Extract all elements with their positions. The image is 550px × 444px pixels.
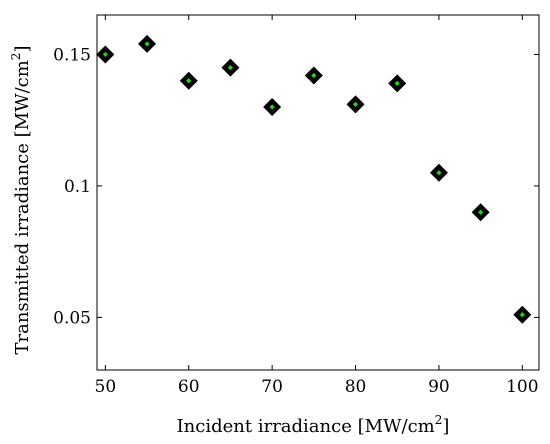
y-tick-label: 0.15 xyxy=(53,45,91,65)
point-marker-center xyxy=(186,78,192,84)
data-point xyxy=(304,66,323,85)
data-point xyxy=(429,163,448,182)
y-axis-label: Transmitted irradiance [MW/cm2] xyxy=(9,46,33,355)
x-tick-label: 100 xyxy=(506,377,538,397)
data-point xyxy=(263,98,282,117)
point-marker-center xyxy=(436,170,442,176)
point-marker-center xyxy=(269,104,275,110)
point-marker-center xyxy=(144,41,150,47)
data-point xyxy=(138,34,157,53)
axes-frame xyxy=(96,14,540,371)
x-axis-label: Incident irradiance [MW/cm2] xyxy=(177,413,450,437)
x-tick-label: 70 xyxy=(261,377,283,397)
data-point xyxy=(388,74,407,93)
x-tick-label: 80 xyxy=(345,377,367,397)
point-marker-center xyxy=(227,64,234,71)
y-tick-label: 0.1 xyxy=(64,177,91,197)
point-marker-center xyxy=(102,51,108,58)
point-marker-center xyxy=(519,312,525,318)
data-point xyxy=(179,71,198,90)
point-marker-center xyxy=(352,101,359,108)
point-marker-center xyxy=(311,72,317,79)
x-tick-label: 60 xyxy=(178,377,200,397)
data-point xyxy=(96,45,115,64)
x-tick-label: 90 xyxy=(428,377,450,397)
point-marker-center xyxy=(478,209,484,215)
point-marker-center xyxy=(394,80,400,86)
data-points xyxy=(96,34,532,324)
data-point xyxy=(513,305,532,324)
data-point xyxy=(221,58,240,77)
x-axis-ticks: 50 60 70 80 90 100 xyxy=(95,15,539,397)
data-point xyxy=(471,203,490,222)
x-tick-label: 50 xyxy=(95,377,117,397)
y-axis-ticks: 0.05 0.1 0.15 xyxy=(53,45,539,328)
y-tick-label: 0.05 xyxy=(53,308,91,328)
plot-area-box xyxy=(96,14,540,371)
data-point xyxy=(346,95,365,114)
